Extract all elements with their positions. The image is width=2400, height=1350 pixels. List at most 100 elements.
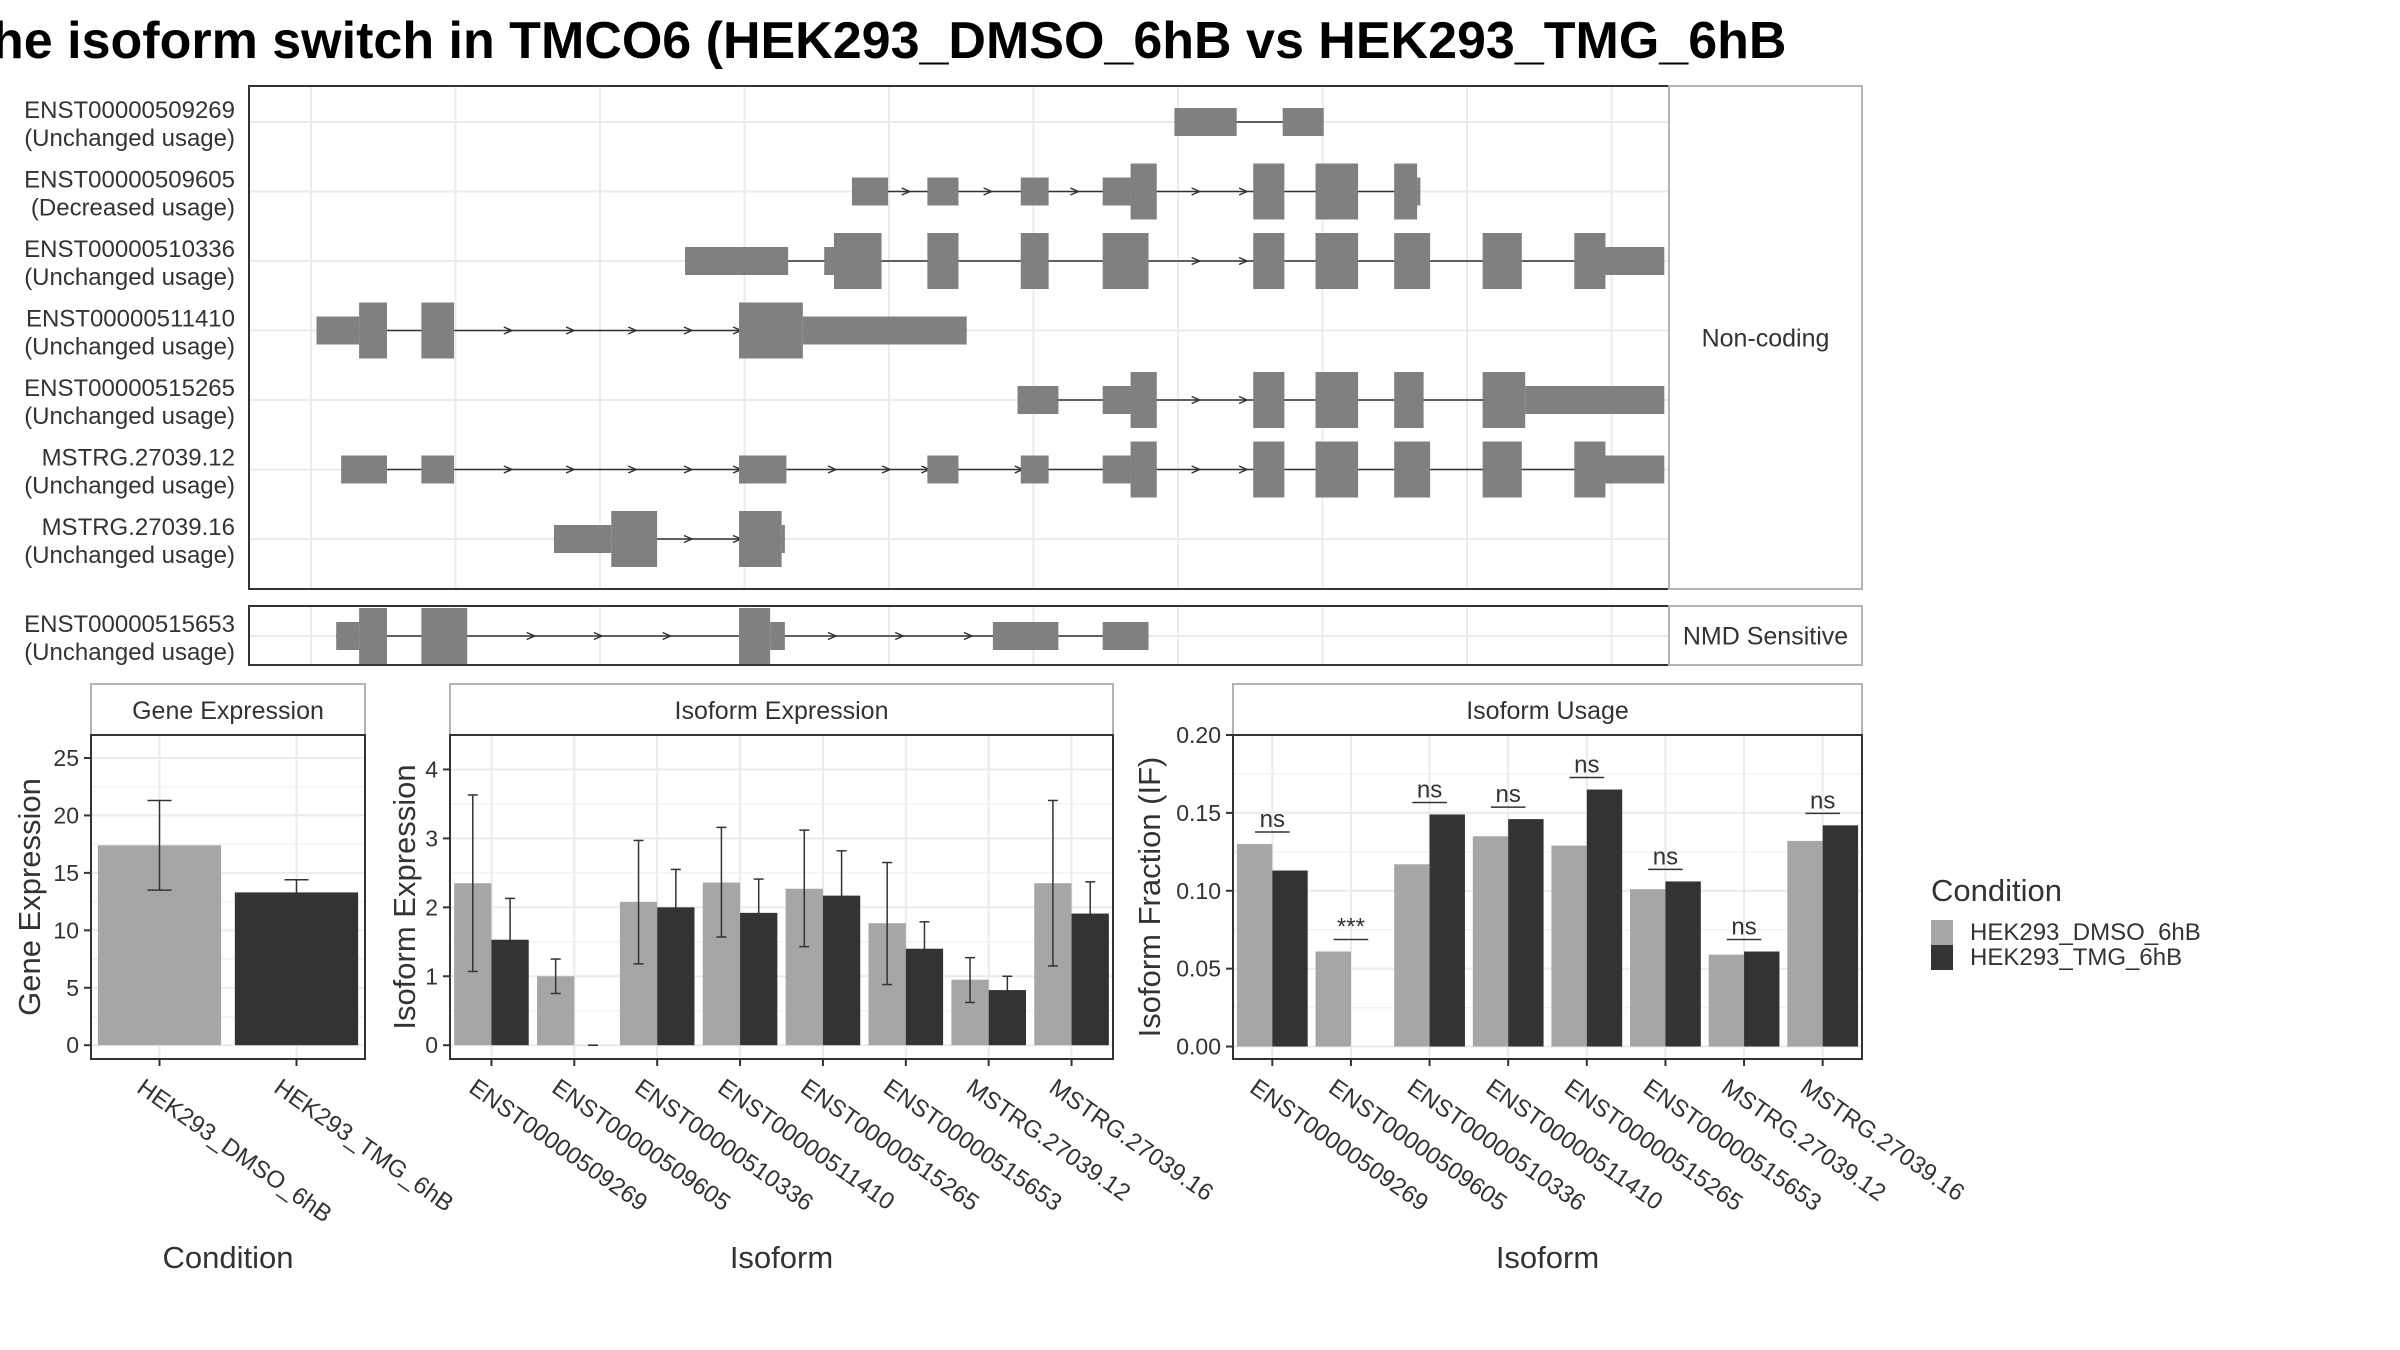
direction-arrow (983, 187, 994, 196)
direction-arrow (683, 326, 694, 335)
facet-strip-label: NMD Sensitive (1683, 623, 1848, 651)
transcript-usage: (Unchanged usage) (24, 334, 235, 361)
utr-exon (927, 177, 959, 206)
direction-arrow (503, 465, 514, 474)
transcript-row (684, 233, 1665, 289)
bar (1551, 845, 1587, 1047)
transcript-usage: (Unchanged usage) (24, 473, 235, 500)
y-tick-label: 0.00 (1176, 1034, 1221, 1060)
bar (1394, 864, 1430, 1047)
coding-exon (1253, 163, 1285, 220)
transcript-row (1017, 372, 1665, 428)
significance-label: ns (1731, 914, 1756, 941)
bar (1744, 951, 1780, 1047)
transcript-structure-panel: ENST00000509269 (Unchanged usage) ENST0000… (24, 85, 1863, 666)
y-tick-label: 20 (53, 802, 79, 828)
coding-exon (1315, 163, 1359, 220)
bar (1429, 814, 1465, 1047)
coding-exon (1253, 233, 1285, 289)
panel-title: Isoform Usage (1466, 697, 1629, 725)
utr-exon (421, 455, 455, 484)
panel-strip (90, 683, 366, 736)
transcript-id: ENST00000515265 (24, 375, 235, 402)
direction-arrow (683, 534, 694, 544)
direction-arrow (1191, 395, 1202, 405)
coding-exon (1394, 441, 1431, 498)
coding-exon (833, 233, 882, 289)
significance-label: ns (1260, 806, 1285, 833)
panel-title: Gene Expression (132, 697, 324, 725)
transcript-row (553, 511, 785, 567)
coding-exon (1482, 441, 1522, 498)
y-tick-label: 0.20 (1176, 722, 1221, 748)
direction-arrow (627, 465, 639, 474)
facet-strip-label: Non-coding (1702, 325, 1830, 353)
coding-exon (927, 233, 959, 289)
utr-exon (1102, 386, 1131, 414)
coding-exon (1102, 233, 1149, 289)
direction-arrow (593, 631, 604, 641)
coding-exon (421, 302, 455, 359)
direction-arrow (1191, 465, 1202, 474)
utr-exon (1174, 108, 1237, 136)
coding-exon (1253, 372, 1285, 428)
transcript-row (341, 441, 1665, 498)
transcript-usage: (Unchanged usage) (24, 639, 235, 666)
coding-exon (739, 302, 803, 359)
y-tick-label: 15 (53, 860, 79, 886)
utr-exon (1102, 455, 1131, 484)
legend-label: HEK293_TMG_6hB (1970, 944, 2182, 971)
x-axis-title: Condition (163, 1240, 294, 1275)
utr-exon (1282, 108, 1324, 136)
panel-border (90, 734, 366, 1060)
direction-arrow (565, 326, 576, 335)
direction-arrow (1238, 395, 1249, 405)
utr-exon (1525, 386, 1665, 414)
bar (1665, 881, 1701, 1047)
bar (1508, 819, 1544, 1047)
coding-exon (1315, 372, 1359, 428)
utr-exon (824, 247, 834, 275)
coding-exon (1394, 372, 1424, 428)
panel-strip (449, 683, 1114, 736)
significance-label: *** (1337, 914, 1365, 941)
y-axis-title: Gene Expression (12, 778, 47, 1016)
bar (234, 892, 359, 1046)
utr-exon (1017, 386, 1059, 414)
utr-exon (1020, 177, 1049, 206)
utr-exon (770, 622, 785, 650)
legend-title: Condition (1931, 873, 2062, 908)
utr-exon (684, 247, 789, 275)
y-tick-label: 1 (425, 963, 438, 989)
utr-exon (851, 177, 889, 206)
utr-exon (341, 455, 387, 484)
transcript-usage: (Decreased usage) (31, 195, 235, 222)
transcript-row (336, 608, 1149, 664)
utr-exon (739, 455, 787, 484)
coding-exon (1394, 233, 1431, 289)
x-axis-title: Isoform (1496, 1240, 1599, 1275)
utr-exon (992, 622, 1059, 650)
utr-exon (1605, 455, 1665, 484)
coding-exon (1020, 233, 1049, 289)
transcript-id: ENST00000509269 (24, 97, 235, 124)
transcript-row (316, 302, 967, 359)
y-tick-label: 0 (425, 1032, 438, 1058)
utr-exon (781, 525, 785, 553)
direction-arrow (1191, 187, 1202, 196)
panel-border (449, 734, 1114, 1060)
y-axis-title: Isoform Fraction (IF) (1132, 757, 1167, 1038)
bar (1472, 836, 1509, 1047)
coding-exon (739, 511, 782, 567)
direction-arrow (901, 187, 912, 196)
coding-exon (739, 608, 771, 664)
coding-exon (421, 608, 468, 664)
y-tick-label: 0.15 (1176, 800, 1221, 826)
chart-panel: Isoform Usage 0.00 0.05 0.10 0.15 0.20 ns *** ns… (1132, 683, 1969, 1275)
bar (1586, 789, 1623, 1047)
coding-exon (1482, 233, 1522, 289)
transcript-id: MSTRG.27039.12 (42, 445, 235, 472)
utr-exon (553, 525, 612, 553)
